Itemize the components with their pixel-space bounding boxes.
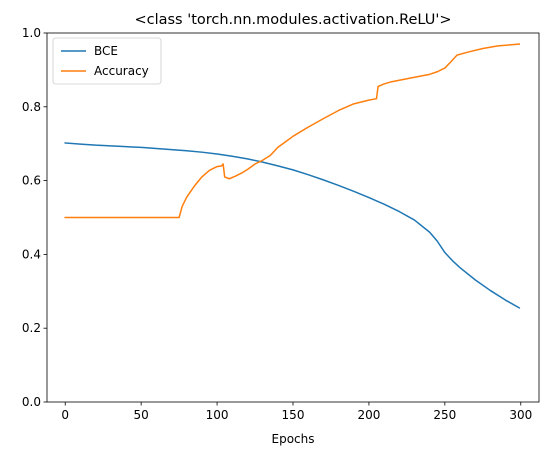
x-tick-label: 200 [357, 408, 380, 422]
y-tick-label: 0.4 [22, 247, 41, 261]
legend-box [52, 37, 162, 85]
x-tick-label: 100 [206, 408, 229, 422]
axes: 0 50 100 150 200 250 300 0.0 0.2 0.4 0.6 0.8 1.0 [22, 26, 540, 422]
x-tick-label: 50 [134, 408, 149, 422]
x-tick-label: 0 [61, 408, 69, 422]
legend-label-accuracy: Accuracy [94, 64, 149, 78]
legend-label-bce: BCE [94, 44, 118, 58]
y-tick-label: 0.2 [22, 321, 41, 335]
y-tick-label: 0.8 [22, 100, 41, 114]
legend: BCE Accuracy [52, 37, 162, 85]
y-tick-label: 1.0 [22, 26, 41, 40]
series-layer [64, 43, 521, 309]
x-tick-label: 150 [282, 408, 305, 422]
series-line-accuracy [64, 43, 521, 219]
x-tick-label: 300 [509, 408, 532, 422]
y-tick-label: 0.6 [22, 174, 41, 188]
y-tick-label: 0.0 [22, 395, 41, 409]
series-line-bce [64, 142, 521, 309]
chart-title: <class 'torch.nn.modules.activation.ReLU… [134, 12, 451, 28]
x-axis-label: Epochs [272, 432, 315, 446]
x-tick-label: 250 [433, 408, 456, 422]
